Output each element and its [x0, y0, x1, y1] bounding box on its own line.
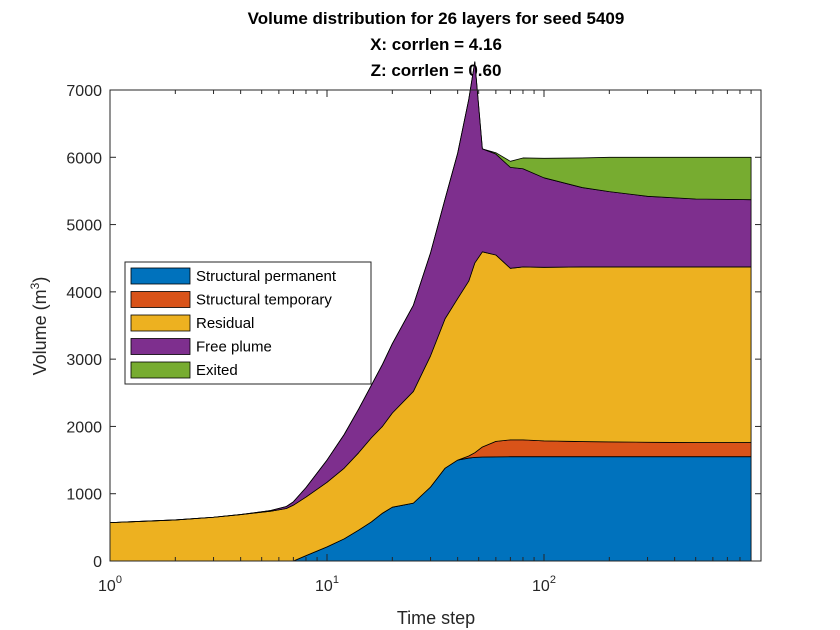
legend-label: Residual — [196, 315, 254, 332]
area-exited — [109, 61, 752, 524]
x-axis-label: Time step — [397, 608, 475, 628]
x-axis: 100 101 102 — [98, 90, 752, 595]
axes-box — [109, 89, 762, 562]
x-tick-label: 102 — [532, 574, 556, 595]
stacked-areas — [109, 61, 752, 562]
legend-label: Structural temporary — [196, 292, 332, 309]
y-tick-label: 2000 — [66, 419, 102, 436]
legend-swatch — [130, 291, 191, 308]
x-tick-label: 101 — [315, 574, 339, 595]
legend: Structural permanent Structural temporary… — [124, 261, 372, 385]
legend-swatch — [130, 314, 191, 332]
legend-swatch — [130, 267, 191, 285]
chart-title-line-1: Volume distribution for 26 layers for se… — [248, 9, 625, 28]
y-axis: 0 1000 2000 3000 4000 5000 6000 7000 — [66, 83, 761, 571]
legend-swatch — [130, 338, 191, 355]
legend-label: Free plume — [196, 339, 272, 356]
y-tick-label: 0 — [93, 554, 102, 571]
y-axis-label-close: ) — [30, 277, 50, 283]
y-axis-label-superscript: 3 — [28, 282, 42, 289]
y-axis-label: Volume (m3) — [28, 277, 50, 376]
legend-swatch — [130, 361, 191, 379]
y-tick-label: 4000 — [66, 285, 102, 302]
x-tick-label: 100 — [98, 574, 122, 595]
chart-title-line-3: Z: corrlen = 0.60 — [371, 61, 502, 80]
y-tick-label: 3000 — [66, 352, 102, 369]
y-axis-label-base: Volume (m — [30, 289, 50, 375]
y-tick-label: 6000 — [66, 150, 102, 167]
y-tick-label: 5000 — [66, 218, 102, 235]
y-tick-label: 1000 — [66, 487, 102, 504]
legend-label: Structural permanent — [196, 268, 337, 285]
y-tick-label: 7000 — [66, 83, 102, 100]
chart-title-line-2: X: corrlen = 4.16 — [370, 35, 502, 54]
legend-label: Exited — [196, 362, 238, 379]
